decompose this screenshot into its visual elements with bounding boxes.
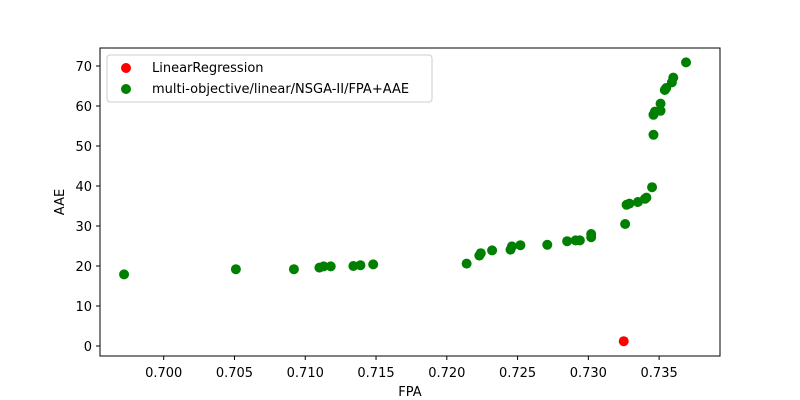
data-point [230,264,241,275]
data-point [475,248,486,259]
data-point [515,240,526,251]
data-point [487,245,498,256]
data-point [461,258,472,269]
data-point [119,269,130,280]
x-axis-label: FPA [398,385,421,400]
x-tick-label: 0.705 [216,366,253,381]
plot-area [119,57,692,347]
y-tick-label: 10 [75,300,92,315]
data-point [624,198,635,209]
data-point [586,229,597,239]
data-point [355,260,366,271]
series-nsga-ii [119,57,692,280]
data-point [655,98,666,109]
data-point [618,336,629,347]
data-point [562,236,573,247]
y-tick-label: 30 [75,220,92,235]
legend-box [106,54,433,103]
x-tick-label: 0.730 [570,366,607,381]
y-tick-label: 0 [84,340,92,355]
y-tick-label: 60 [75,100,92,115]
legend: LinearRegression multi-objective/linear/… [106,54,433,103]
series-linear-regression [618,336,629,347]
legend-marker-nsga-ii [121,84,131,94]
x-axis-ticks: 0.700 0.705 0.710 0.715 0.720 0.725 0.730 0.735 [145,356,678,381]
data-point [542,239,553,250]
data-point [641,192,652,203]
data-point [648,129,659,140]
data-point [647,182,658,193]
data-point [574,235,585,246]
data-point [318,261,329,272]
data-point [668,72,679,83]
data-point [681,57,692,68]
data-point [288,264,299,275]
data-point [506,241,517,252]
y-tick-label: 40 [75,180,92,195]
y-tick-label: 50 [75,140,92,155]
y-tick-label: 70 [75,60,92,75]
y-axis-ticks: 0 10 20 30 40 50 60 70 [75,60,100,355]
plot-frame [99,47,721,357]
legend-label-nsga-ii: multi-objective/linear/NSGA-II/FPA+AAE [152,82,409,97]
legend-label-linear-regression: LinearRegression [152,61,264,76]
y-axis-label: AAE [53,189,68,215]
x-tick-label: 0.715 [357,366,394,381]
x-tick-label: 0.735 [641,366,678,381]
x-tick-label: 0.700 [145,366,182,381]
data-point [620,219,631,229]
x-tick-label: 0.725 [499,366,536,381]
x-tick-label: 0.710 [287,366,324,381]
legend-marker-linear-regression [121,63,131,73]
data-point [325,261,336,272]
y-tick-label: 20 [75,260,92,275]
x-tick-label: 0.720 [428,366,465,381]
data-point [368,259,379,270]
data-point [655,105,666,116]
